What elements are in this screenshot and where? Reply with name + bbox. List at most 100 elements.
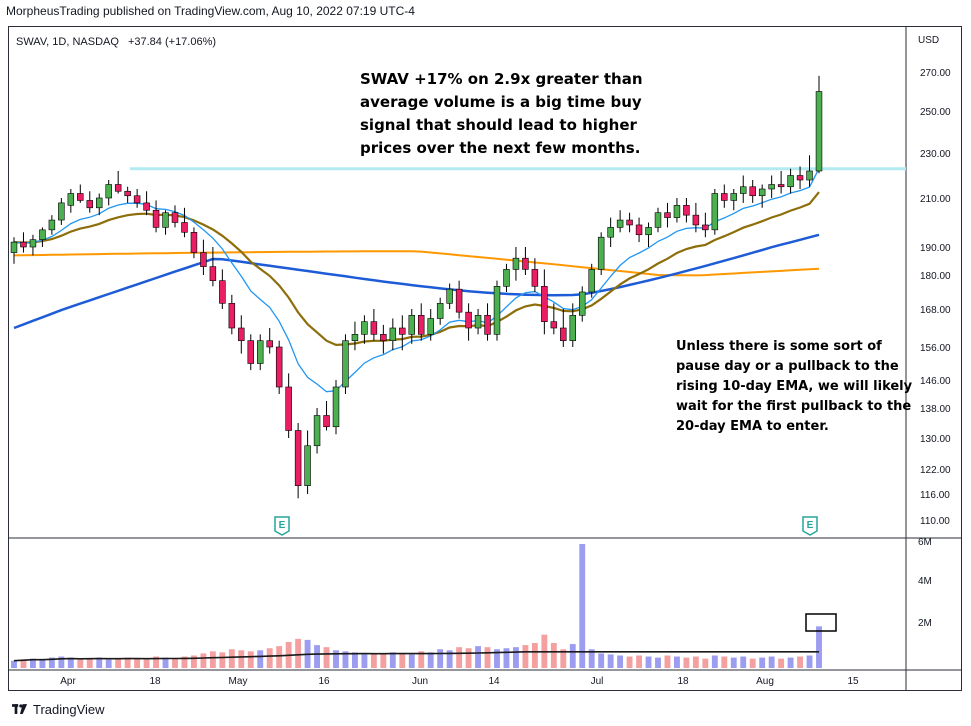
- volume-bar: [721, 656, 728, 668]
- volume-bar: [124, 657, 131, 668]
- volume-highlight-box: [805, 613, 837, 632]
- volume-bar: [806, 655, 813, 668]
- candle-body: [29, 239, 37, 248]
- time-axis-tick: 18: [149, 676, 161, 687]
- candle: [645, 222, 652, 247]
- candle: [522, 247, 529, 275]
- price-axis-tick: 168.00: [920, 305, 951, 316]
- candle: [531, 258, 539, 292]
- candle-body: [446, 288, 453, 304]
- candle-body: [399, 327, 406, 335]
- candle: [313, 408, 321, 454]
- candle-body: [673, 205, 681, 218]
- candle-body: [181, 222, 188, 233]
- volume-bar: [702, 658, 709, 668]
- volume-bar: [692, 656, 699, 668]
- candle-body: [162, 212, 169, 228]
- annotation-secondary: Unless there is some sort of pause day o…: [676, 339, 913, 434]
- candle-body: [474, 315, 482, 329]
- candle: [484, 303, 491, 341]
- time-axis: Apr 18 May 16 Jun 14 Jul 18 Aug 15: [60, 676, 859, 687]
- volume-bar: [295, 638, 302, 668]
- candle: [200, 239, 207, 275]
- candle: [332, 380, 340, 435]
- candle: [541, 269, 548, 335]
- candle-body: [436, 303, 444, 319]
- candle-body: [86, 200, 94, 209]
- earnings-marker-shape: [802, 516, 818, 536]
- symbol-info: SWAV, 1D, NASDAQ: [16, 36, 119, 48]
- candle: [408, 309, 416, 344]
- candle: [152, 200, 160, 233]
- candle-body: [777, 184, 785, 188]
- volume-bar: [683, 657, 690, 668]
- volume-axis-tick: 2M: [918, 618, 932, 629]
- volume-bar: [778, 658, 785, 668]
- volume-bar: [617, 655, 624, 668]
- time-axis-tick: 14: [488, 676, 500, 687]
- volume-bar: [475, 646, 481, 668]
- candle: [597, 232, 605, 275]
- candle: [474, 309, 482, 335]
- candle: [626, 212, 633, 233]
- price-axis-tick: 146.00: [920, 376, 951, 387]
- volume-bar: [58, 656, 65, 668]
- tradingview-logo-icon: [12, 704, 28, 714]
- volume-bar: [399, 653, 406, 668]
- time-axis-tick: Apr: [60, 676, 76, 687]
- candle-body: [219, 280, 226, 304]
- candle-body: [654, 212, 662, 228]
- price-axis-tick: 138.00: [920, 404, 951, 415]
- footer-brand[interactable]: TradingView: [12, 702, 105, 717]
- volume-bar: [465, 648, 472, 668]
- candles: [10, 75, 823, 499]
- candle-body: [266, 340, 273, 348]
- candle-body: [370, 321, 378, 335]
- candle: [361, 315, 368, 344]
- volume-bar: [389, 652, 396, 668]
- candle-body: [39, 229, 46, 240]
- price-axis-tick: 180.00: [920, 271, 951, 282]
- candle: [711, 189, 719, 235]
- candle-body: [739, 186, 747, 194]
- volume-bar: [522, 645, 529, 668]
- candle-body: [503, 269, 510, 287]
- candle-body: [721, 193, 728, 201]
- candle: [171, 205, 179, 228]
- symbol-legend[interactable]: SWAV, 1D, NASDAQ +37.84 (+17.06%): [16, 36, 216, 48]
- volume-bar: [730, 657, 737, 668]
- candle: [721, 184, 728, 208]
- chart-frame: [8, 26, 962, 691]
- candle: [380, 324, 387, 354]
- candle: [683, 198, 690, 223]
- volume-bar: [39, 659, 46, 668]
- volume-bar: [759, 657, 766, 668]
- volume-bar: [437, 649, 444, 668]
- candle-body: [256, 340, 264, 364]
- price-axis-tick: 130.00: [920, 434, 951, 445]
- candle-body: [114, 184, 122, 192]
- volume-bar: [342, 651, 349, 668]
- candle: [162, 210, 169, 235]
- volume-bar: [513, 647, 519, 668]
- volume-bar: [787, 657, 794, 668]
- volume-bar: [181, 656, 188, 668]
- volume-bar: [607, 654, 614, 668]
- candle-body: [749, 186, 756, 197]
- volume-bar: [200, 653, 207, 668]
- candle-body: [133, 195, 141, 204]
- volume-bar: [96, 657, 103, 668]
- volume-bar: [408, 654, 415, 668]
- candle-body: [105, 184, 112, 199]
- candle-body: [664, 212, 671, 218]
- candle: [512, 247, 520, 281]
- candle: [95, 193, 103, 216]
- time-axis-tick: 15: [847, 676, 859, 687]
- volume-bar: [67, 657, 74, 668]
- candle-body: [607, 227, 614, 238]
- volume-bar: [219, 652, 226, 668]
- volume-bar: [276, 646, 283, 668]
- price-axis-tick: 110.00: [920, 516, 950, 527]
- candle: [560, 309, 567, 347]
